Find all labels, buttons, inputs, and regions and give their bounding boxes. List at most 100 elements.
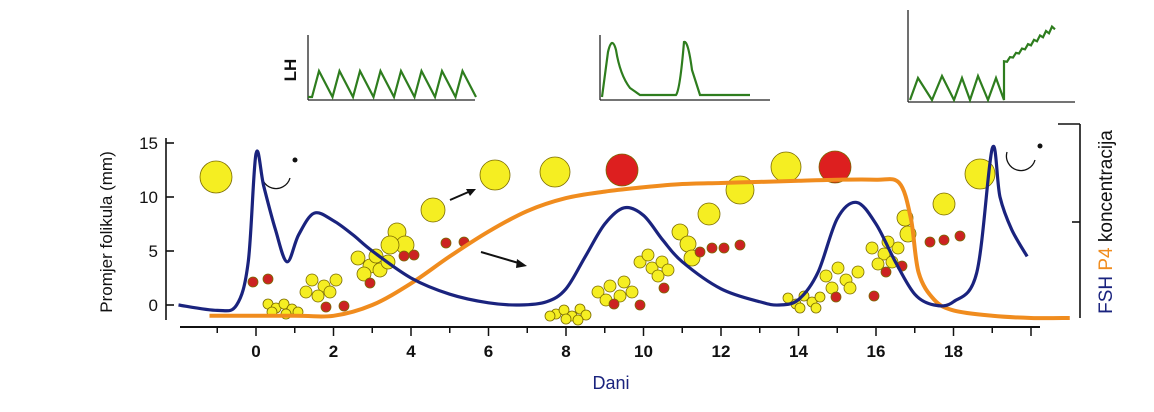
- follicles: [199, 150, 996, 326]
- x-axis-label: Dani: [592, 373, 629, 393]
- right-axis-koncentracija: koncentracija: [1096, 130, 1117, 248]
- follicle: [299, 285, 313, 299]
- ovulation-mark-1: [260, 169, 291, 190]
- follicle: [706, 242, 718, 254]
- follicle: [814, 291, 826, 303]
- follicle: [924, 236, 936, 248]
- x-tick-label: 14: [789, 342, 808, 361]
- right-axis-fsh: FSH: [1096, 276, 1117, 314]
- follicle: [617, 275, 631, 289]
- lh-inset-1-line: [308, 67, 477, 101]
- follicle: [734, 239, 746, 251]
- lh-inset-2: [599, 35, 770, 101]
- y-tick-label: 15: [139, 134, 158, 153]
- follicle: [398, 250, 410, 262]
- arrows: [449, 189, 527, 268]
- follicle: [608, 298, 620, 310]
- fsh-line: [178, 144, 1029, 313]
- follicle: [323, 285, 337, 299]
- follicle: [262, 273, 274, 285]
- follicle: [794, 302, 806, 314]
- ovulation-mark-2: [1005, 151, 1036, 172]
- follicle: [871, 257, 885, 271]
- x-tick-label: 16: [867, 342, 886, 361]
- follicle: [891, 241, 905, 255]
- x-tick-label: 0: [251, 342, 260, 361]
- x-ticks: 0 2 4 6 8 10 12 14 16 18: [216, 327, 1032, 361]
- x-tick-label: 4: [406, 342, 416, 361]
- follicle: [634, 299, 646, 311]
- x-tick-label: 12: [712, 342, 731, 361]
- lh-insets: LH: [281, 10, 1075, 104]
- follicle: [694, 246, 706, 258]
- follicle: [364, 277, 376, 289]
- follicle: [603, 279, 617, 293]
- follicle: [658, 282, 670, 294]
- follicle: [305, 273, 319, 287]
- follicle: [831, 261, 845, 275]
- follicle: [440, 237, 452, 249]
- follicle: [633, 255, 647, 269]
- follicle: [408, 249, 420, 261]
- y-tick-label: 10: [139, 188, 158, 207]
- follicle: [679, 235, 697, 253]
- follicle: [625, 285, 639, 299]
- arrow-1-head: [466, 189, 476, 196]
- follicle: [320, 301, 332, 313]
- follicle: [810, 302, 822, 314]
- follicle: [819, 269, 833, 283]
- ovulation-marks: [260, 143, 1043, 190]
- follicle: [580, 309, 592, 321]
- ovulation-dot-2: [1037, 143, 1043, 149]
- x-tick-label: 10: [634, 342, 653, 361]
- x-tick-label: 2: [329, 342, 338, 361]
- follicle: [697, 202, 721, 226]
- follicle: [651, 269, 665, 283]
- follicle: [938, 234, 950, 246]
- right-axis-p4: P4: [1096, 247, 1117, 276]
- follicle: [338, 300, 350, 312]
- follicle: [818, 150, 852, 184]
- follicle: [932, 192, 956, 216]
- follicle: [350, 250, 366, 266]
- axes: 0 5 10 15 0 2 4 6 8 10 12 14 16 18 Dani Promjer foli…: [97, 123, 1117, 393]
- lh-inset-1: LH: [281, 35, 477, 101]
- follicle: [954, 230, 966, 242]
- follicle: [329, 273, 343, 287]
- follicle: [718, 242, 730, 254]
- x-tick-label: 18: [944, 342, 963, 361]
- follicle: [868, 290, 880, 302]
- arrow-2: [480, 251, 523, 265]
- follicle: [544, 310, 556, 322]
- follicle: [851, 265, 865, 279]
- arrow-2-head: [516, 259, 527, 268]
- follicle: [539, 156, 571, 188]
- follicle: [356, 266, 372, 282]
- follicle: [605, 153, 639, 187]
- follicle: [661, 263, 675, 277]
- follicle: [572, 314, 584, 326]
- follicle: [880, 266, 892, 278]
- follicle: [770, 151, 802, 183]
- follicle: [865, 241, 879, 255]
- follicle: [380, 235, 400, 255]
- follicle: [479, 159, 511, 191]
- follicle: [311, 289, 325, 303]
- follicle: [591, 285, 605, 299]
- follicle: [843, 281, 857, 295]
- y-axis-label: Promjer folikula (mm): [97, 151, 116, 313]
- follicle: [671, 223, 689, 241]
- y-tick-label: 0: [149, 296, 158, 315]
- lh-inset-3: [907, 10, 1075, 104]
- x-tick-label: 6: [484, 342, 493, 361]
- y-tick-label: 5: [149, 242, 158, 261]
- series-lines: [178, 144, 1070, 321]
- follicle: [830, 291, 842, 303]
- follicle: [199, 160, 233, 194]
- ovulation-dot-1: [292, 157, 298, 163]
- follicle: [613, 289, 627, 303]
- lh-inset-2-line: [600, 40, 750, 98]
- lh-inset-3-line: [908, 24, 1056, 104]
